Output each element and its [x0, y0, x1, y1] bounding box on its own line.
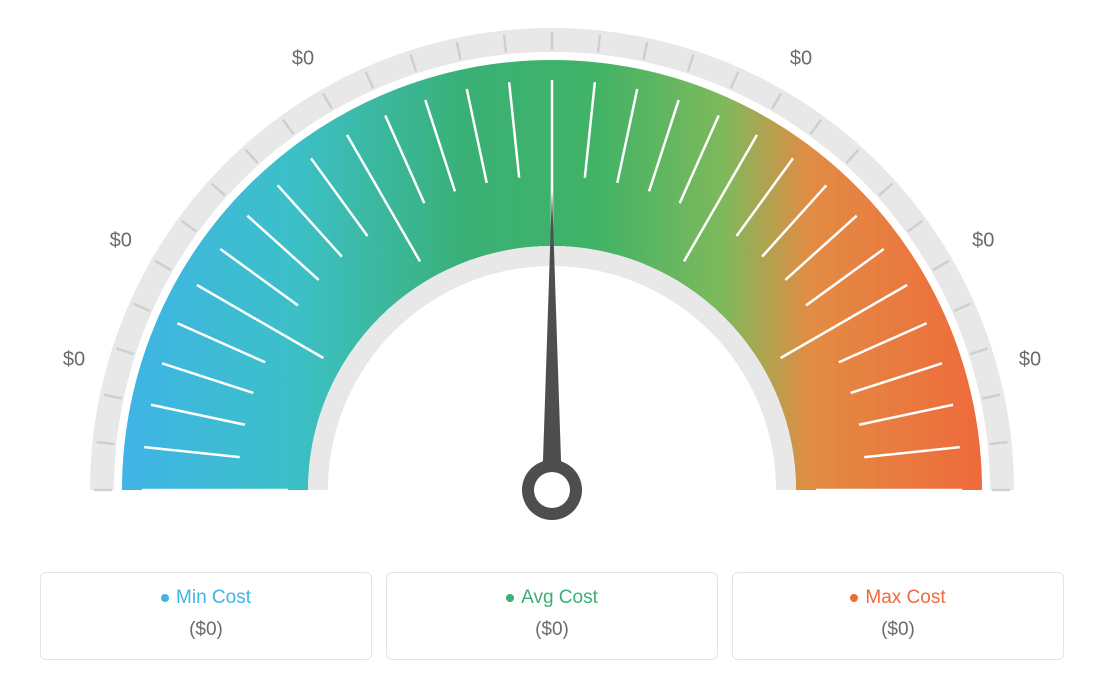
legend-title-avg: Avg Cost	[506, 587, 598, 609]
legend-dot-avg	[506, 594, 514, 602]
dial-label-4: $0	[790, 47, 812, 70]
legend-title-min: Min Cost	[161, 587, 251, 609]
legend-dot-min	[161, 594, 169, 602]
legend-title-max: Max Cost	[850, 587, 945, 609]
legend-value-min: ($0)	[41, 619, 371, 641]
legend-card-min: Min Cost ($0)	[40, 572, 372, 660]
legend-label-avg: Avg Cost	[521, 587, 598, 609]
dial-label-6: $0	[1019, 349, 1041, 372]
dial-label-5: $0	[972, 230, 994, 253]
legend-dot-max	[850, 594, 858, 602]
gauge-svg	[0, 10, 1104, 570]
legend-label-max: Max Cost	[865, 587, 945, 609]
dial-label-2: $0	[292, 47, 314, 70]
legend-value-avg: ($0)	[387, 619, 717, 641]
gauge-chart-container: $0 $0 $0 $0 $0 $0 $0 Min Cost ($0) Avg Cost ($…	[0, 0, 1104, 690]
legend-row: Min Cost ($0) Avg Cost ($0) Max Cost ($0…	[40, 572, 1064, 660]
dial-label-0: $0	[63, 349, 85, 372]
dial-label-1: $0	[110, 230, 132, 253]
legend-label-min: Min Cost	[176, 587, 251, 609]
dial-label-3: $0	[541, 0, 563, 4]
legend-card-max: Max Cost ($0)	[732, 572, 1064, 660]
gauge-area: $0 $0 $0 $0 $0 $0 $0	[0, 0, 1104, 560]
legend-value-max: ($0)	[733, 619, 1063, 641]
legend-card-avg: Avg Cost ($0)	[386, 572, 718, 660]
